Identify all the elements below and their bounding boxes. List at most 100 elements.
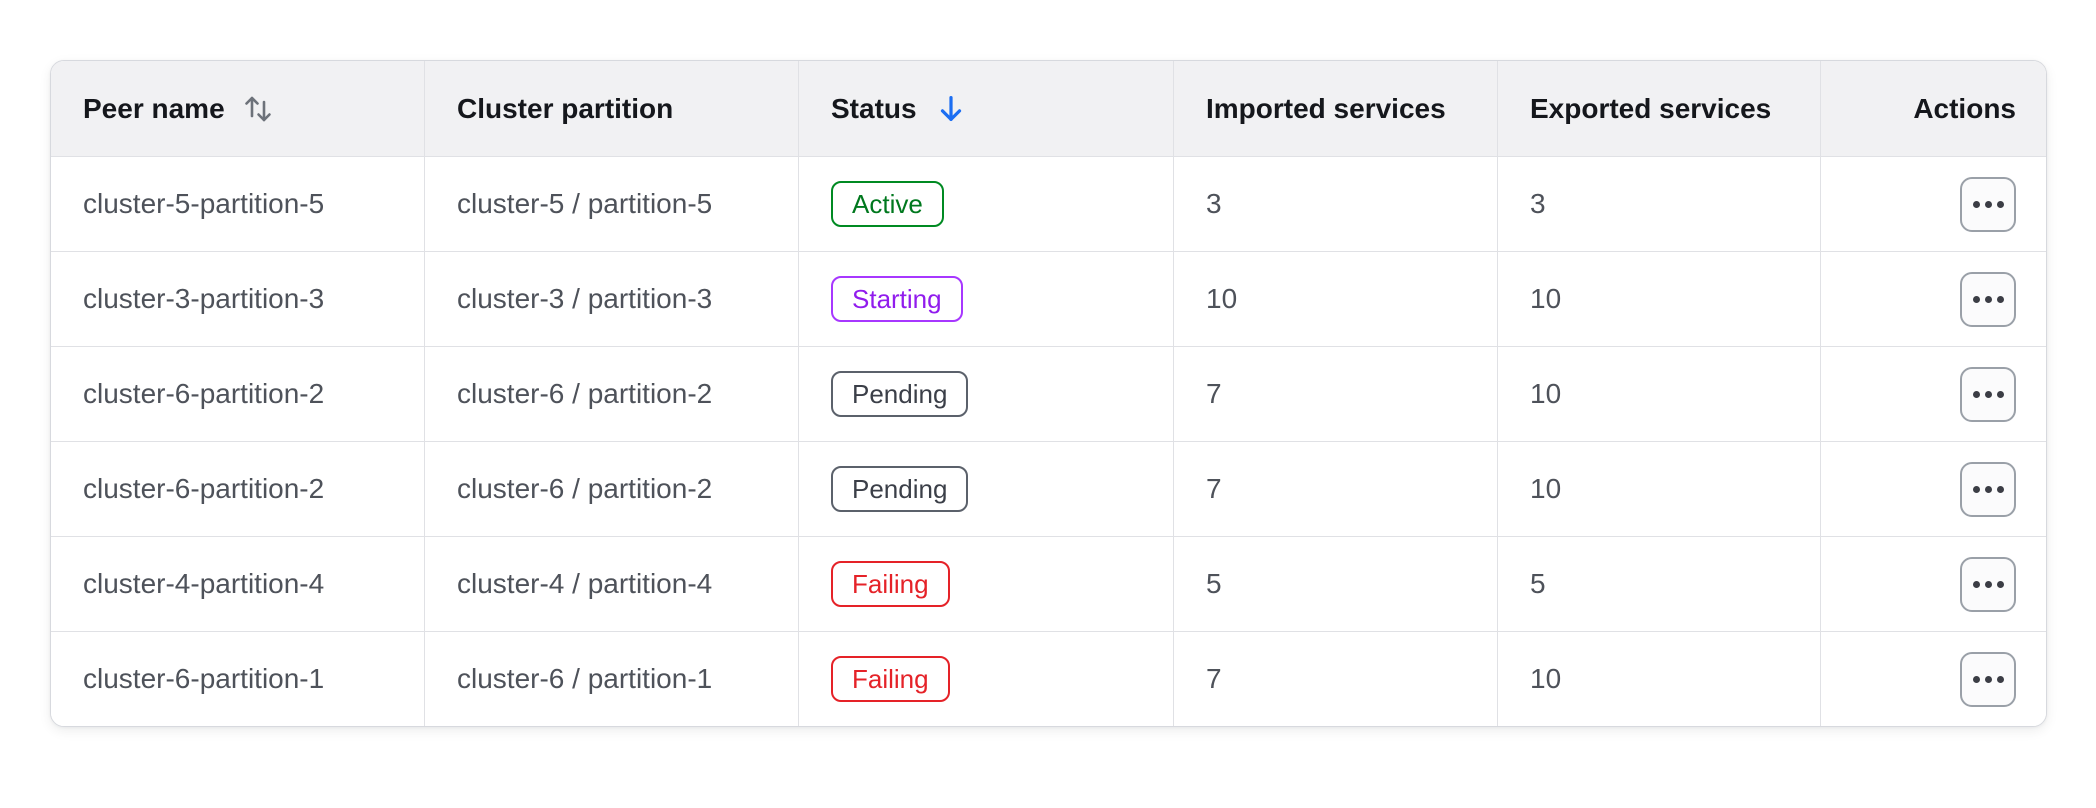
exported-services-value: 3 <box>1530 188 1546 219</box>
peer-name-text: cluster-5-partition-5 <box>83 188 325 219</box>
cluster-partition-text: cluster-6 / partition-2 <box>457 473 713 504</box>
status-cell: Failing <box>798 537 1173 631</box>
column-header-peer-name[interactable]: Peer name <box>51 61 424 156</box>
peer-name-cell: cluster-6-partition-2 <box>51 442 424 536</box>
cluster-partition-cell: cluster-6 / partition-2 <box>424 347 798 441</box>
imported-services-cell: 3 <box>1173 157 1497 251</box>
exported-services-cell: 10 <box>1497 252 1820 346</box>
sort-arrows-icon[interactable] <box>241 92 275 126</box>
imported-services-value: 7 <box>1206 473 1222 504</box>
more-horizontal-icon <box>1972 675 2004 683</box>
peer-name-cell: cluster-6-partition-1 <box>51 632 424 726</box>
table-row: cluster-4-partition-4 cluster-4 / partit… <box>51 536 2046 631</box>
exported-services-cell: 3 <box>1497 157 1820 251</box>
cluster-partition-text: cluster-6 / partition-2 <box>457 378 713 409</box>
imported-services-value: 7 <box>1206 663 1222 694</box>
row-actions-button[interactable] <box>1960 556 2016 612</box>
table-row: cluster-5-partition-5 cluster-5 / partit… <box>51 156 2046 251</box>
status-badge: Failing <box>831 561 950 607</box>
more-horizontal-icon <box>1972 580 2004 588</box>
imported-services-cell: 7 <box>1173 632 1497 726</box>
exported-services-value: 10 <box>1530 663 1562 694</box>
status-cell: Active <box>798 157 1173 251</box>
status-badge: Active <box>831 181 944 227</box>
exported-services-value: 10 <box>1530 378 1562 409</box>
peer-name-cell: cluster-4-partition-4 <box>51 537 424 631</box>
peer-name-text: cluster-3-partition-3 <box>83 283 325 314</box>
actions-cell <box>1820 632 2046 726</box>
cluster-partition-cell: cluster-5 / partition-5 <box>424 157 798 251</box>
exported-services-cell: 10 <box>1497 442 1820 536</box>
exported-services-cell: 10 <box>1497 347 1820 441</box>
actions-cell <box>1820 537 2046 631</box>
cluster-partition-cell: cluster-4 / partition-4 <box>424 537 798 631</box>
actions-cell <box>1820 347 2046 441</box>
column-header-imported-services: Imported services <box>1173 61 1497 156</box>
more-horizontal-icon <box>1972 200 2004 208</box>
status-cell: Failing <box>798 632 1173 726</box>
imported-services-cell: 5 <box>1173 537 1497 631</box>
peer-name-text: cluster-6-partition-2 <box>83 378 325 409</box>
status-badge: Pending <box>831 466 969 512</box>
imported-services-value: 10 <box>1206 283 1238 314</box>
imported-services-cell: 7 <box>1173 347 1497 441</box>
status-cell: Pending <box>798 347 1173 441</box>
exported-services-cell: 10 <box>1497 632 1820 726</box>
imported-services-value: 5 <box>1206 568 1222 599</box>
status-badge: Pending <box>831 371 969 417</box>
table-row: cluster-6-partition-2 cluster-6 / partit… <box>51 441 2046 536</box>
more-horizontal-icon <box>1972 390 2004 398</box>
peer-name-cell: cluster-6-partition-2 <box>51 347 424 441</box>
cluster-partition-cell: cluster-6 / partition-1 <box>424 632 798 726</box>
arrow-down-icon[interactable] <box>933 91 969 127</box>
table-row: cluster-3-partition-3 cluster-3 / partit… <box>51 251 2046 346</box>
cluster-partition-cell: cluster-6 / partition-2 <box>424 442 798 536</box>
table-row: cluster-6-partition-1 cluster-6 / partit… <box>51 631 2046 726</box>
imported-services-cell: 7 <box>1173 442 1497 536</box>
column-label-peer-name: Peer name <box>83 92 225 124</box>
column-label-actions: Actions <box>1913 92 2016 124</box>
row-actions-button[interactable] <box>1960 366 2016 422</box>
column-label-exported-services: Exported services <box>1530 92 1772 124</box>
exported-services-value: 5 <box>1530 568 1546 599</box>
peer-name-text: cluster-4-partition-4 <box>83 568 325 599</box>
peer-name-cell: cluster-3-partition-3 <box>51 252 424 346</box>
cluster-partition-text: cluster-5 / partition-5 <box>457 188 713 219</box>
cluster-partition-text: cluster-6 / partition-1 <box>457 663 713 694</box>
column-header-exported-services: Exported services <box>1497 61 1820 156</box>
table-row: cluster-6-partition-2 cluster-6 / partit… <box>51 346 2046 441</box>
more-horizontal-icon <box>1972 485 2004 493</box>
imported-services-cell: 10 <box>1173 252 1497 346</box>
exported-services-cell: 5 <box>1497 537 1820 631</box>
status-badge: Starting <box>831 276 963 322</box>
peer-name-cell: cluster-5-partition-5 <box>51 157 424 251</box>
actions-cell <box>1820 157 2046 251</box>
cluster-partition-text: cluster-4 / partition-4 <box>457 568 713 599</box>
row-actions-button[interactable] <box>1960 176 2016 232</box>
column-label-status: Status <box>831 92 917 124</box>
row-actions-button[interactable] <box>1960 461 2016 517</box>
status-cell: Pending <box>798 442 1173 536</box>
column-label-cluster-partition: Cluster partition <box>457 92 674 124</box>
column-header-status[interactable]: Status <box>798 61 1173 156</box>
exported-services-value: 10 <box>1530 283 1562 314</box>
column-header-actions: Actions <box>1820 61 2046 156</box>
peers-table: Peer name Cluster partition Status Impor… <box>50 60 2047 727</box>
status-badge: Failing <box>831 656 950 702</box>
column-header-cluster-partition: Cluster partition <box>424 61 798 156</box>
actions-cell <box>1820 442 2046 536</box>
imported-services-value: 7 <box>1206 378 1222 409</box>
row-actions-button[interactable] <box>1960 271 2016 327</box>
actions-cell <box>1820 252 2046 346</box>
status-cell: Starting <box>798 252 1173 346</box>
row-actions-button[interactable] <box>1960 651 2016 707</box>
imported-services-value: 3 <box>1206 188 1222 219</box>
cluster-partition-text: cluster-3 / partition-3 <box>457 283 713 314</box>
more-horizontal-icon <box>1972 295 2004 303</box>
column-label-imported-services: Imported services <box>1206 92 1446 124</box>
peer-name-text: cluster-6-partition-2 <box>83 473 325 504</box>
peer-name-text: cluster-6-partition-1 <box>83 663 325 694</box>
table-header-row: Peer name Cluster partition Status Impor… <box>51 61 2046 156</box>
cluster-partition-cell: cluster-3 / partition-3 <box>424 252 798 346</box>
exported-services-value: 10 <box>1530 473 1562 504</box>
